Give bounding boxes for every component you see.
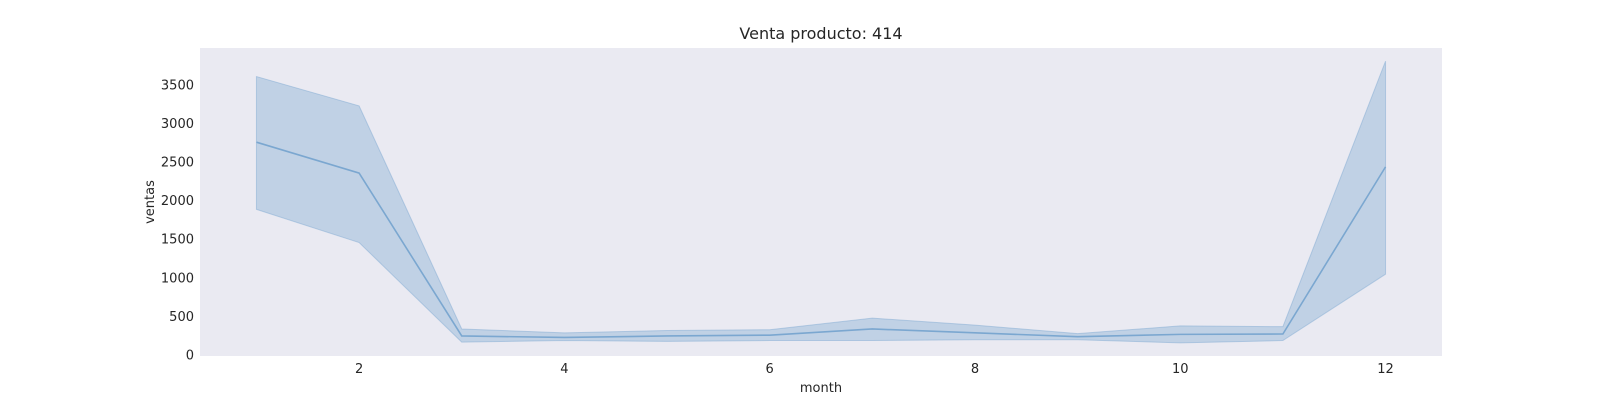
y-tick-label: 2000: [161, 194, 194, 209]
x-tick-label: 4: [560, 362, 568, 377]
y-tick-label: 3500: [161, 78, 194, 93]
y-tick-label: 1000: [161, 271, 194, 286]
y-tick-label: 3000: [161, 117, 194, 132]
plot-area: [200, 48, 1442, 356]
x-tick-label: 6: [766, 362, 774, 377]
series-lines: [256, 141, 1387, 339]
x-tick-label: 2: [355, 362, 363, 377]
y-tick-label: 500: [169, 310, 194, 325]
y-axis-label: ventas: [143, 180, 158, 224]
y-tick-label: 2500: [161, 155, 194, 170]
x-axis-label: month: [800, 381, 842, 396]
series-line: [256, 141, 1387, 339]
confidence-bands: [255, 60, 1387, 344]
x-tick-label: 8: [971, 362, 979, 377]
y-tick-label: 0: [186, 348, 194, 363]
x-tick-label: 10: [1172, 362, 1189, 377]
chart-title: Venta producto: 414: [739, 24, 902, 43]
confidence-band: [255, 60, 1387, 344]
y-axis-ticks: 0 500 1000 1500 2000 2500 3000 3500: [161, 78, 194, 363]
y-tick-label: 1500: [161, 233, 194, 248]
x-tick-label: 12: [1377, 362, 1394, 377]
x-axis-ticks: 2 4 6 8 10 12: [355, 362, 1394, 377]
